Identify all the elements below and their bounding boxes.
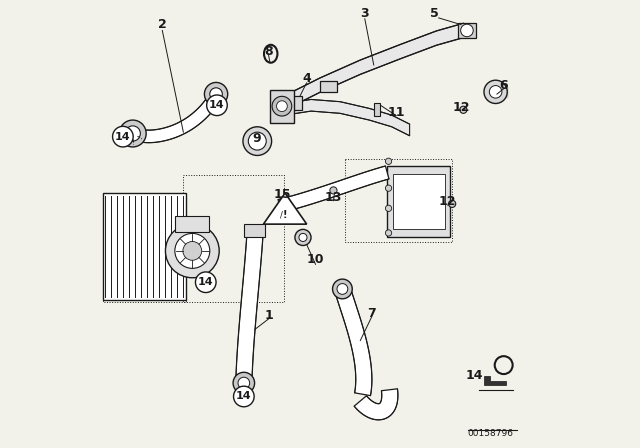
Text: 1: 1	[264, 309, 273, 323]
Circle shape	[238, 377, 250, 389]
FancyBboxPatch shape	[392, 174, 445, 229]
FancyBboxPatch shape	[244, 224, 266, 237]
Text: 11: 11	[387, 105, 405, 119]
Text: 4: 4	[302, 72, 311, 85]
FancyBboxPatch shape	[270, 90, 294, 123]
Text: 3: 3	[360, 7, 369, 20]
Circle shape	[125, 126, 140, 141]
FancyBboxPatch shape	[458, 23, 476, 38]
Circle shape	[330, 187, 337, 194]
Text: 6: 6	[499, 78, 508, 92]
Polygon shape	[282, 99, 410, 136]
Text: 14: 14	[198, 277, 214, 287]
Circle shape	[385, 205, 392, 211]
Text: 7: 7	[367, 307, 376, 320]
FancyBboxPatch shape	[320, 81, 337, 92]
Circle shape	[210, 88, 222, 100]
Text: 8: 8	[264, 45, 273, 58]
Text: 14: 14	[236, 392, 252, 401]
Circle shape	[113, 126, 133, 147]
Circle shape	[276, 101, 287, 112]
Circle shape	[243, 127, 271, 155]
Polygon shape	[236, 233, 263, 383]
Circle shape	[299, 233, 307, 241]
Circle shape	[490, 86, 502, 98]
Circle shape	[460, 106, 467, 113]
Circle shape	[449, 200, 456, 207]
Text: 14: 14	[466, 369, 483, 382]
Circle shape	[385, 158, 392, 164]
Polygon shape	[484, 376, 506, 385]
Circle shape	[385, 230, 392, 236]
Text: 13: 13	[324, 190, 342, 204]
Text: 15: 15	[273, 188, 291, 202]
Circle shape	[119, 120, 146, 147]
Text: !: !	[283, 210, 287, 220]
Circle shape	[333, 279, 352, 299]
Polygon shape	[284, 23, 463, 110]
Text: 00158796: 00158796	[467, 429, 513, 438]
FancyBboxPatch shape	[175, 216, 209, 232]
Circle shape	[272, 96, 292, 116]
Circle shape	[484, 80, 508, 103]
Text: 10: 10	[307, 253, 324, 267]
FancyBboxPatch shape	[103, 193, 186, 300]
Text: 2: 2	[158, 18, 166, 31]
Polygon shape	[264, 193, 307, 224]
Circle shape	[295, 229, 311, 246]
Circle shape	[183, 241, 202, 260]
Text: 12: 12	[452, 101, 470, 114]
Text: /: /	[280, 211, 283, 220]
Polygon shape	[354, 389, 398, 420]
Text: 14: 14	[115, 132, 131, 142]
Circle shape	[461, 24, 473, 37]
Text: 5: 5	[430, 7, 438, 20]
Circle shape	[385, 185, 392, 191]
Polygon shape	[135, 92, 222, 142]
Circle shape	[204, 82, 228, 106]
Circle shape	[207, 95, 227, 116]
FancyBboxPatch shape	[387, 166, 450, 237]
FancyBboxPatch shape	[282, 96, 302, 110]
Polygon shape	[335, 287, 372, 396]
Circle shape	[337, 284, 348, 294]
Text: 12: 12	[439, 195, 456, 208]
Circle shape	[165, 224, 219, 278]
Circle shape	[233, 372, 255, 394]
FancyBboxPatch shape	[374, 103, 380, 116]
Circle shape	[175, 233, 210, 268]
Circle shape	[248, 132, 266, 150]
Text: 9: 9	[252, 132, 260, 146]
Circle shape	[195, 272, 216, 293]
Text: 14: 14	[209, 100, 225, 110]
Circle shape	[234, 386, 254, 407]
Polygon shape	[278, 166, 389, 213]
